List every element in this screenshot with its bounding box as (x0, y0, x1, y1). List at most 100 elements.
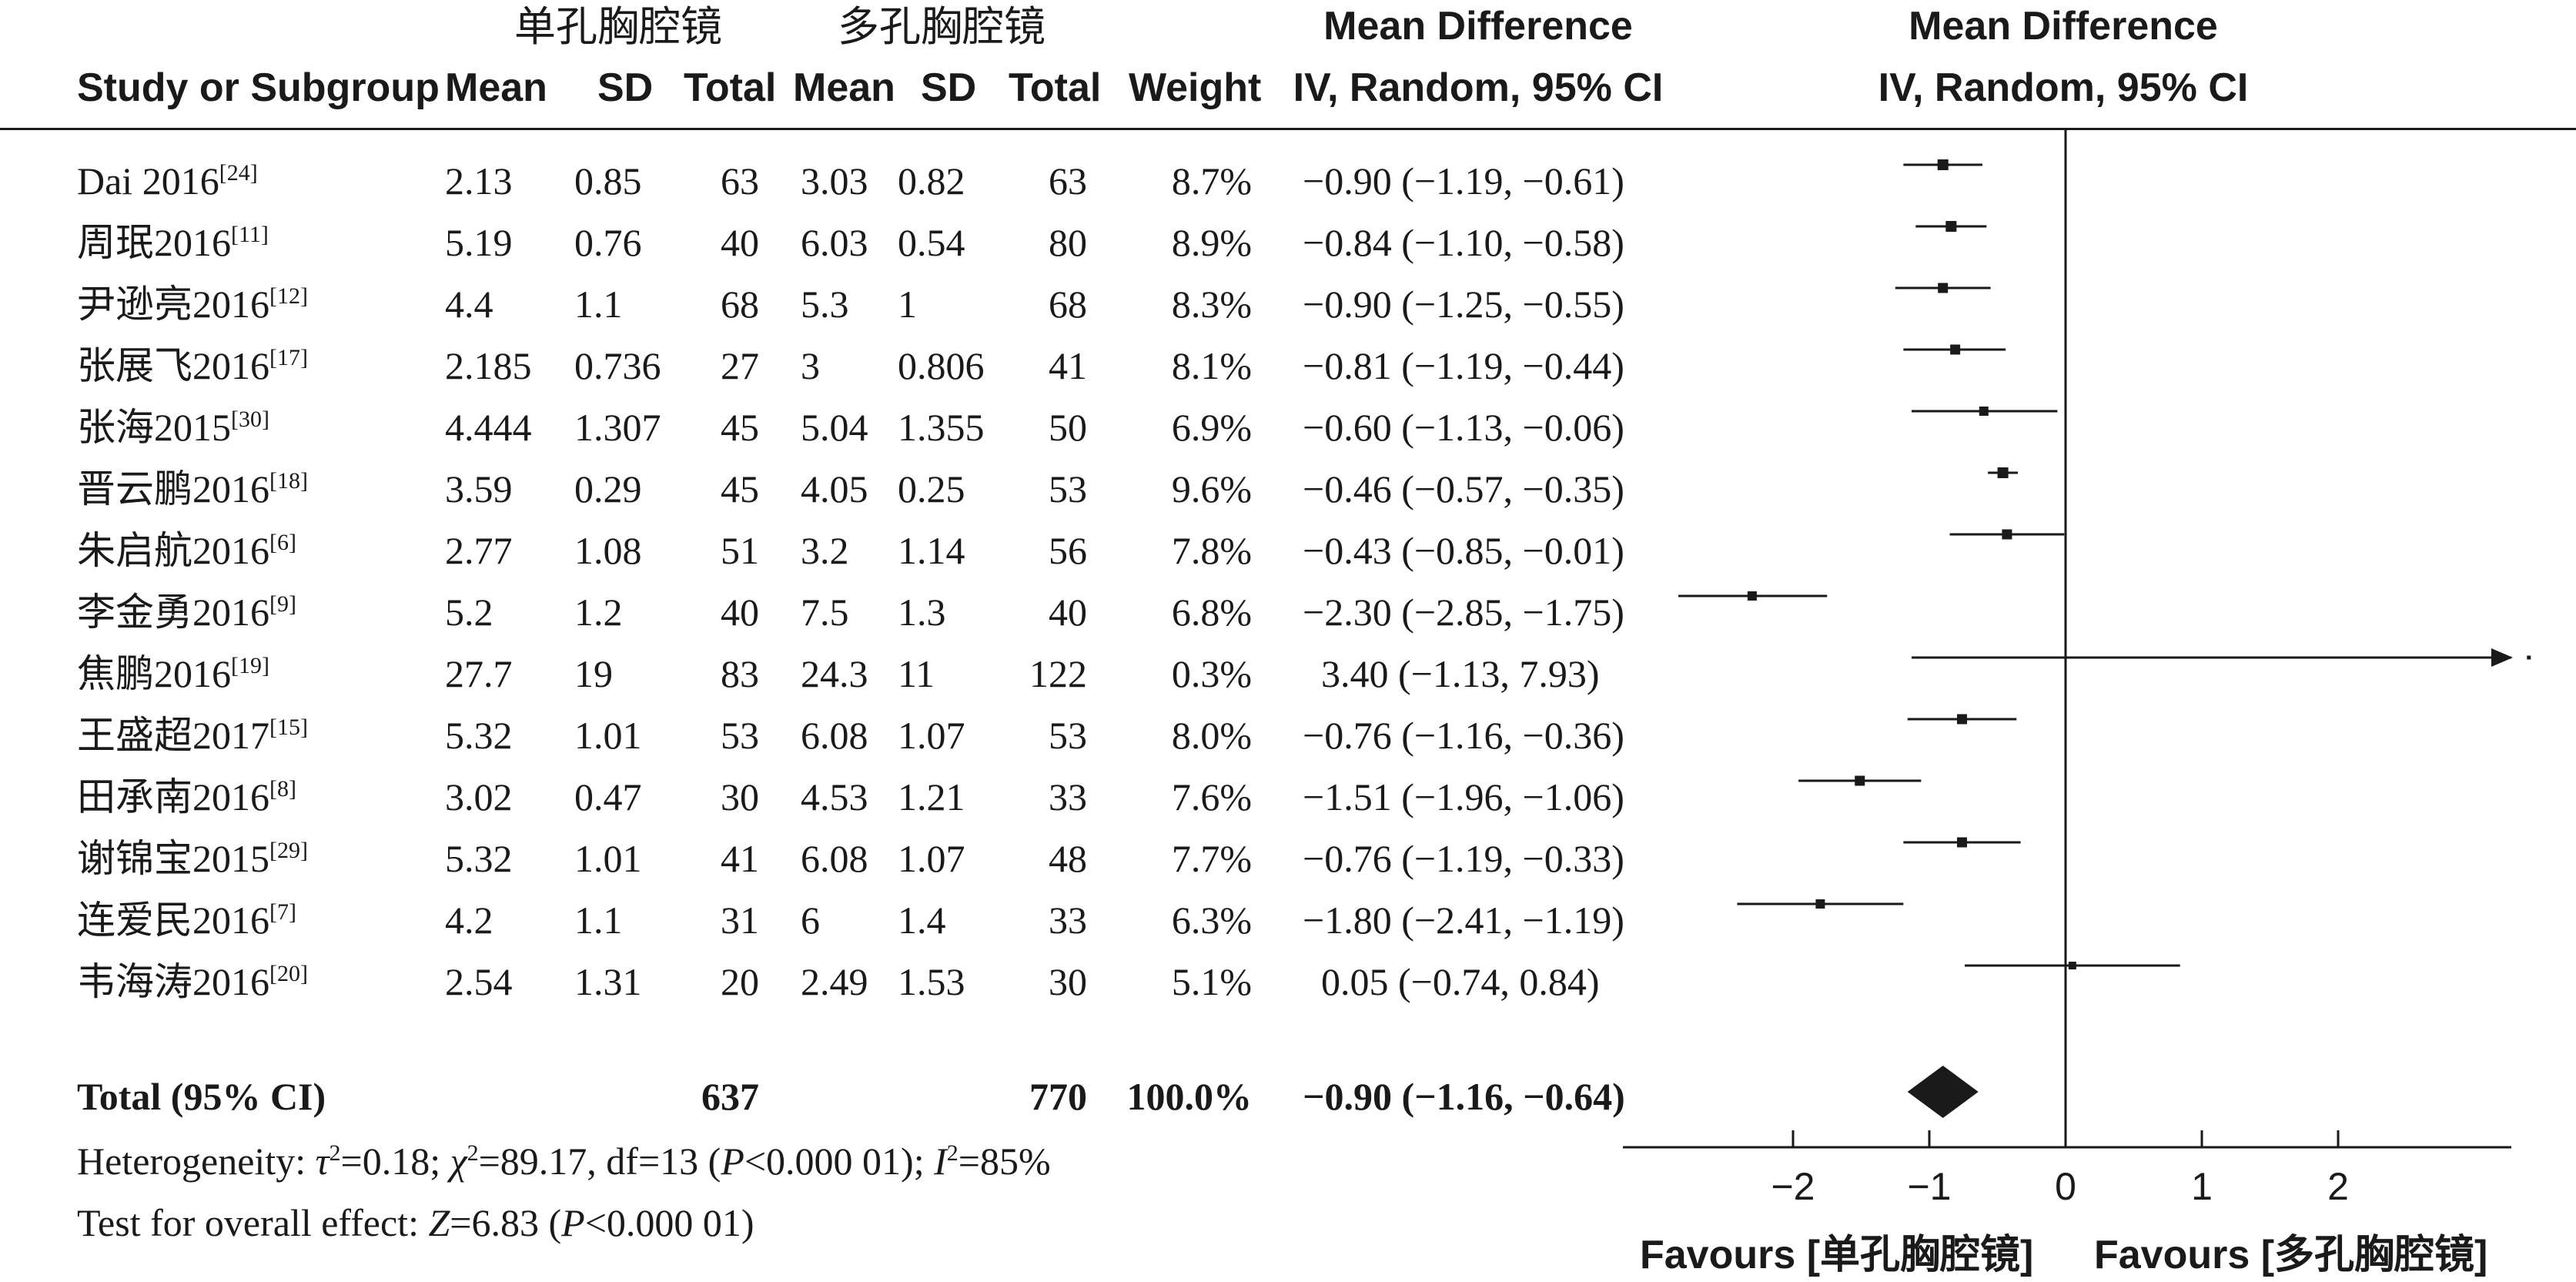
study-name: 焦鹏2016[19] (77, 652, 269, 695)
study-sd2: 0.806 (898, 344, 985, 387)
study-mean1: 5.32 (445, 837, 513, 880)
study-mean1: 2.13 (445, 159, 513, 203)
study-sd2: 1.4 (898, 899, 946, 942)
study-mean1: 5.32 (445, 714, 513, 757)
study-weight: 8.7% (1171, 159, 1252, 203)
study-sd1: 1.1 (574, 899, 623, 942)
study-weight: 9.6% (1171, 467, 1252, 510)
x-tick-label: 0 (2055, 1165, 2076, 1208)
total-ci: −0.90 (−1.16, −0.64) (1303, 1075, 1625, 1118)
x-tick-label: 2 (2327, 1165, 2349, 1208)
study-ci: −0.46 (−0.57, −0.35) (1303, 467, 1624, 510)
favours-right-label: Favours [多孔胸腔镜] (2094, 1233, 2488, 1277)
study-mean1: 4.4 (445, 283, 493, 326)
study-n1: 31 (721, 899, 759, 942)
study-mean1: 27.7 (445, 652, 513, 695)
study-n2: 30 (1049, 960, 1087, 1003)
favours-left-label: Favours [单孔胸腔镜] (1640, 1233, 2034, 1277)
study-sd2: 1.3 (898, 591, 946, 634)
study-n1: 30 (721, 775, 759, 818)
study-mean1: 2.185 (445, 344, 532, 387)
header-sd-multi: SD (921, 65, 977, 110)
point-estimate (1950, 344, 1961, 355)
group-label-multi-port: 多孔胸腔镜 (838, 4, 1045, 50)
study-sd1: 1.08 (574, 529, 642, 572)
study-sd1: 19 (574, 652, 613, 695)
study-sd2: 1.355 (898, 406, 985, 449)
header-weight: Weight (1129, 65, 1262, 110)
point-estimate (2527, 655, 2531, 660)
study-sd2: 1 (898, 283, 917, 326)
point-estimate (2002, 529, 2012, 540)
study-weight: 7.6% (1171, 775, 1252, 818)
study-n2: 33 (1049, 775, 1087, 818)
study-mean2: 3.2 (801, 529, 849, 572)
study-n2: 48 (1049, 837, 1087, 880)
study-sd1: 1.307 (574, 406, 661, 449)
study-n1: 45 (721, 406, 759, 449)
point-estimate (1997, 467, 2009, 478)
study-mean1: 2.54 (445, 960, 513, 1003)
study-sd1: 1.31 (574, 960, 642, 1003)
study-n1: 63 (721, 159, 759, 203)
point-estimate (1815, 899, 1825, 909)
study-ci: 3.40 (−1.13, 7.93) (1321, 652, 1600, 695)
study-weight: 6.8% (1171, 591, 1252, 634)
study-n1: 51 (721, 529, 759, 572)
study-sd1: 1.01 (574, 714, 642, 757)
study-n2: 56 (1049, 529, 1087, 572)
study-sd1: 0.47 (574, 775, 642, 818)
heterogeneity-text: Heterogeneity: τ2=0.18; χ2=89.17, df=13 … (77, 1140, 1051, 1183)
study-sd2: 1.21 (898, 775, 965, 818)
study-name: 李金勇2016[9] (77, 591, 296, 634)
study-mean1: 3.59 (445, 467, 513, 510)
header-sd-single: SD (597, 65, 654, 110)
study-mean2: 3.03 (801, 159, 868, 203)
study-n1: 53 (721, 714, 759, 757)
point-estimate (1945, 221, 1957, 232)
study-ci: −0.43 (−0.85, −0.01) (1303, 529, 1624, 572)
study-ci: −0.90 (−1.19, −0.61) (1303, 159, 1624, 203)
study-sd2: 1.14 (898, 529, 965, 572)
study-n1: 68 (721, 283, 759, 326)
study-weight: 8.0% (1171, 714, 1252, 757)
study-mean2: 5.04 (801, 406, 868, 449)
study-n1: 45 (721, 467, 759, 510)
x-tick-label: −2 (1771, 1165, 1815, 1208)
header-plot-title: Mean Difference (1909, 4, 2218, 49)
study-weight: 6.9% (1171, 406, 1252, 449)
study-mean1: 3.02 (445, 775, 513, 818)
study-sd1: 0.29 (574, 467, 642, 510)
study-ci: −0.90 (−1.25, −0.55) (1303, 283, 1624, 326)
point-estimate (1938, 283, 1949, 293)
study-n2: 53 (1049, 714, 1087, 757)
header-plot-method: IV, Random, 95% CI (1878, 65, 2249, 110)
study-mean2: 6.08 (801, 837, 868, 880)
study-name: 王盛超2017[15] (77, 714, 308, 757)
header-mean-single: Mean (445, 65, 547, 110)
study-sd1: 1.2 (574, 591, 623, 634)
study-name: 朱启航2016[6] (77, 529, 296, 572)
study-weight: 8.1% (1171, 344, 1252, 387)
header-md-method: IV, Random, 95% CI (1293, 65, 1664, 110)
header-total-single: Total (684, 65, 777, 110)
study-n2: 40 (1049, 591, 1087, 634)
point-estimate (1956, 714, 1967, 725)
header-mean-multi: Mean (793, 65, 895, 110)
study-ci: −0.76 (−1.19, −0.33) (1303, 837, 1624, 880)
header-total-multi: Total (1009, 65, 1102, 110)
ci-arrow (2491, 648, 2513, 667)
study-sd2: 0.25 (898, 467, 965, 510)
overall-diamond (1907, 1066, 1979, 1118)
study-name: 连爱民2016[7] (77, 899, 296, 942)
header-md-title: Mean Difference (1323, 4, 1633, 49)
point-estimate (1937, 159, 1949, 170)
study-name: 田承南2016[8] (77, 775, 296, 818)
study-mean2: 5.3 (801, 283, 849, 326)
study-n1: 83 (721, 652, 759, 695)
study-sd1: 0.76 (574, 221, 642, 264)
total-label: Total (95% CI) (77, 1075, 326, 1118)
study-sd1: 0.85 (574, 159, 642, 203)
study-mean2: 24.3 (801, 652, 868, 695)
